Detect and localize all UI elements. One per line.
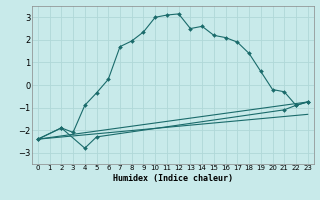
X-axis label: Humidex (Indice chaleur): Humidex (Indice chaleur) xyxy=(113,174,233,183)
